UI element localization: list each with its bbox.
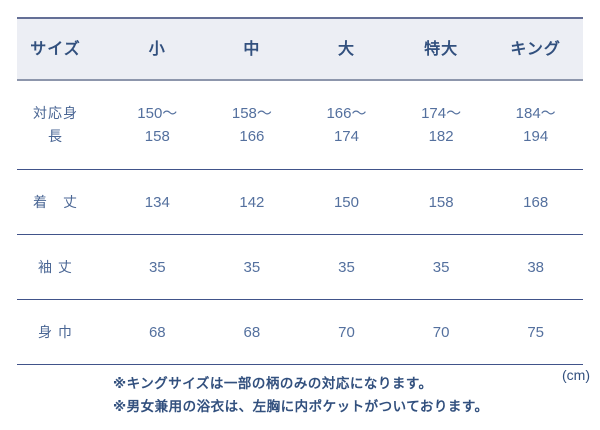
table-cell: 184〜 194 xyxy=(515,105,556,145)
table-row-sleeve-length: 袖 丈 35 35 35 35 38 xyxy=(17,235,583,300)
column-header-medium: 中 xyxy=(243,40,261,58)
table-cell: 168 xyxy=(523,193,549,211)
table-cell: 134 xyxy=(144,193,170,211)
column-header-xlarge: 特大 xyxy=(424,40,459,58)
table-cell: 68 xyxy=(148,323,166,341)
table-cell: 142 xyxy=(239,193,265,211)
table-cell: 150 xyxy=(333,193,359,211)
table-cell: 174〜 182 xyxy=(421,105,462,145)
note-unisex-pocket: ※男女兼用の浴衣は、左胸に内ポケットがついております。 xyxy=(113,399,489,414)
note-king-size: ※キングサイズは一部の柄のみの対応になります。 xyxy=(113,376,433,391)
table-row-body-width: 身 巾 68 68 70 70 75 xyxy=(17,300,583,365)
table-cell: 35 xyxy=(338,258,355,276)
table-cell: 150〜 158 xyxy=(137,105,178,145)
table-cell: 75 xyxy=(527,323,545,341)
table-cell: 38 xyxy=(527,258,545,276)
table-cell: 35 xyxy=(148,258,166,276)
row-label-body-width: 身 巾 xyxy=(38,323,73,340)
column-header-large: 大 xyxy=(337,40,355,58)
table-cell: 70 xyxy=(432,323,450,341)
table-cell: 158〜 166 xyxy=(231,105,272,145)
table-cell: 68 xyxy=(243,323,261,341)
size-table: サイズ 小 中 大 特大 キング 対応身 長 150〜 158 158〜 166… xyxy=(17,17,583,365)
unit-label-cm: (cm) xyxy=(562,367,590,383)
table-row-garment-length: 着 丈 134 142 150 158 168 xyxy=(17,170,583,235)
table-row-height-range: 対応身 長 150〜 158 158〜 166 166〜 174 174〜 18… xyxy=(17,81,583,170)
row-label-height: 対応身 長 xyxy=(33,105,78,144)
row-label-sleeve-length: 袖 丈 xyxy=(38,258,73,275)
table-header-row: サイズ 小 中 大 特大 キング xyxy=(17,19,583,81)
footnotes: ※キングサイズは一部の柄のみの対応になります。 ※男女兼用の浴衣は、左胸に内ポケ… xyxy=(113,372,488,418)
corner-header-size: サイズ xyxy=(30,40,81,58)
table-cell: 35 xyxy=(432,258,450,276)
table-cell: 158 xyxy=(428,193,454,211)
column-header-small: 小 xyxy=(148,40,166,58)
column-header-king: キング xyxy=(510,40,561,58)
table-cell: 35 xyxy=(243,258,261,276)
row-label-garment-length: 着 丈 xyxy=(33,193,78,210)
table-cell: 70 xyxy=(338,323,355,341)
table-cell: 166〜 174 xyxy=(326,105,367,145)
